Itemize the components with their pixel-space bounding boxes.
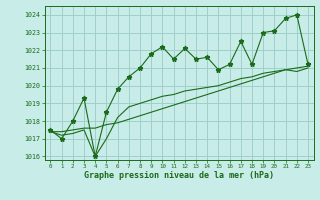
X-axis label: Graphe pression niveau de la mer (hPa): Graphe pression niveau de la mer (hPa) (84, 171, 274, 180)
